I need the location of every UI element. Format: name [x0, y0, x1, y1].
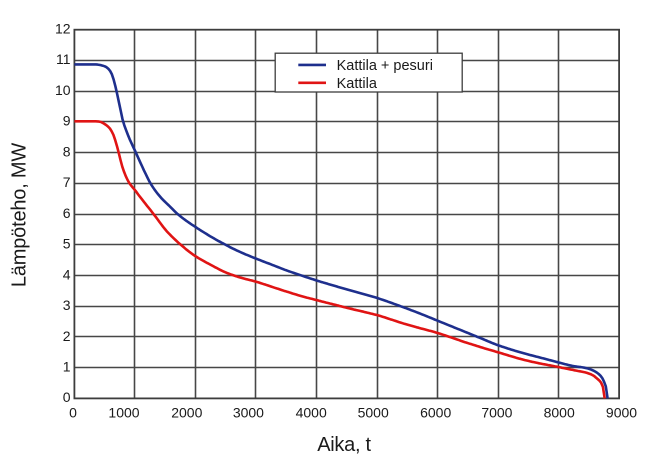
svg-text:4: 4 — [63, 266, 71, 282]
svg-text:11: 11 — [56, 51, 71, 67]
svg-text:Aika, t: Aika, t — [317, 434, 371, 456]
svg-text:2: 2 — [63, 328, 71, 344]
svg-text:9000: 9000 — [606, 405, 637, 421]
svg-text:Lämpöteho, MW: Lämpöteho, MW — [9, 143, 31, 287]
svg-text:5: 5 — [63, 236, 71, 252]
svg-text:12: 12 — [55, 21, 71, 37]
svg-text:1: 1 — [63, 359, 71, 375]
svg-text:6000: 6000 — [420, 405, 451, 421]
svg-text:5000: 5000 — [358, 405, 389, 421]
svg-text:0: 0 — [63, 389, 71, 405]
svg-text:Kattila + pesuri: Kattila + pesuri — [337, 58, 433, 74]
svg-text:9: 9 — [63, 113, 71, 129]
svg-text:1000: 1000 — [108, 405, 139, 421]
svg-text:10: 10 — [55, 82, 71, 98]
svg-text:8: 8 — [63, 143, 71, 159]
svg-text:0: 0 — [69, 405, 77, 421]
svg-text:7: 7 — [63, 174, 71, 190]
svg-text:2000: 2000 — [171, 405, 202, 421]
svg-text:Kattila: Kattila — [337, 76, 378, 92]
svg-text:3: 3 — [63, 297, 71, 313]
svg-text:4000: 4000 — [296, 405, 327, 421]
svg-text:8000: 8000 — [544, 405, 575, 421]
svg-text:7000: 7000 — [481, 405, 512, 421]
svg-text:6: 6 — [63, 205, 71, 221]
svg-text:3000: 3000 — [233, 405, 264, 421]
